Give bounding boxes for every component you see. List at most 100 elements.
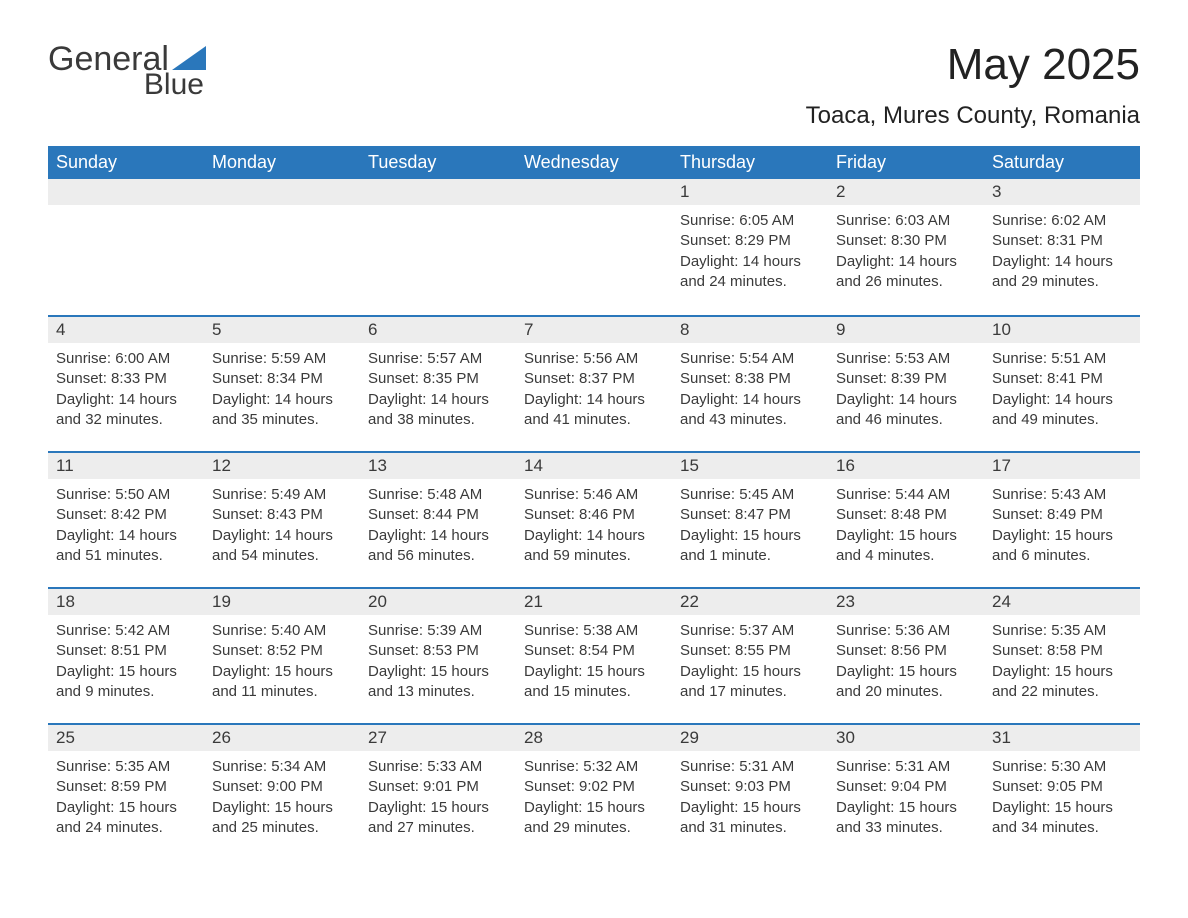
sunrise-line: Sunrise: 5:38 AM — [524, 621, 664, 641]
sunrise-line: Sunrise: 5:46 AM — [524, 485, 664, 505]
daylight-line: Daylight: 14 hours and 29 minutes. — [992, 252, 1132, 293]
day-content: Sunrise: 5:45 AMSunset: 8:47 PMDaylight:… — [672, 479, 828, 574]
daylight-line: Daylight: 14 hours and 24 minutes. — [680, 252, 820, 293]
calendar-cell: 7Sunrise: 5:56 AMSunset: 8:37 PMDaylight… — [516, 315, 672, 451]
sunrise-line: Sunrise: 5:35 AM — [992, 621, 1132, 641]
empty-daynum — [48, 179, 204, 205]
calendar-cell: 26Sunrise: 5:34 AMSunset: 9:00 PMDayligh… — [204, 723, 360, 859]
daylight-line: Daylight: 15 hours and 31 minutes. — [680, 798, 820, 839]
calendar-cell: 2Sunrise: 6:03 AMSunset: 8:30 PMDaylight… — [828, 179, 984, 315]
sunrise-line: Sunrise: 5:45 AM — [680, 485, 820, 505]
sunset-line: Sunset: 9:00 PM — [212, 777, 352, 797]
sunrise-line: Sunrise: 5:31 AM — [836, 757, 976, 777]
day-number: 6 — [360, 315, 516, 343]
day-content: Sunrise: 5:36 AMSunset: 8:56 PMDaylight:… — [828, 615, 984, 710]
daylight-line: Daylight: 14 hours and 41 minutes. — [524, 390, 664, 431]
sunset-line: Sunset: 8:31 PM — [992, 231, 1132, 251]
calendar-cell: 23Sunrise: 5:36 AMSunset: 8:56 PMDayligh… — [828, 587, 984, 723]
sunrise-line: Sunrise: 5:36 AM — [836, 621, 976, 641]
sunrise-line: Sunrise: 5:30 AM — [992, 757, 1132, 777]
sunset-line: Sunset: 8:59 PM — [56, 777, 196, 797]
sunrise-line: Sunrise: 5:44 AM — [836, 485, 976, 505]
day-number: 31 — [984, 723, 1140, 751]
calendar-cell: 8Sunrise: 5:54 AMSunset: 8:38 PMDaylight… — [672, 315, 828, 451]
day-content: Sunrise: 5:31 AMSunset: 9:03 PMDaylight:… — [672, 751, 828, 846]
sunrise-line: Sunrise: 5:31 AM — [680, 757, 820, 777]
daylight-line: Daylight: 15 hours and 27 minutes. — [368, 798, 508, 839]
day-number: 10 — [984, 315, 1140, 343]
sunset-line: Sunset: 9:03 PM — [680, 777, 820, 797]
day-content: Sunrise: 5:50 AMSunset: 8:42 PMDaylight:… — [48, 479, 204, 574]
sunset-line: Sunset: 8:52 PM — [212, 641, 352, 661]
empty-daynum — [204, 179, 360, 205]
day-number: 27 — [360, 723, 516, 751]
sunrise-line: Sunrise: 5:43 AM — [992, 485, 1132, 505]
sunrise-line: Sunrise: 5:49 AM — [212, 485, 352, 505]
day-number: 20 — [360, 587, 516, 615]
calendar-cell: 21Sunrise: 5:38 AMSunset: 8:54 PMDayligh… — [516, 587, 672, 723]
sunset-line: Sunset: 8:38 PM — [680, 369, 820, 389]
sunrise-line: Sunrise: 6:05 AM — [680, 211, 820, 231]
sunrise-line: Sunrise: 5:54 AM — [680, 349, 820, 369]
calendar-cell: 6Sunrise: 5:57 AMSunset: 8:35 PMDaylight… — [360, 315, 516, 451]
day-number: 19 — [204, 587, 360, 615]
calendar-cell: 1Sunrise: 6:05 AMSunset: 8:29 PMDaylight… — [672, 179, 828, 315]
logo-word2: Blue — [144, 68, 204, 101]
day-content: Sunrise: 5:34 AMSunset: 9:00 PMDaylight:… — [204, 751, 360, 846]
daylight-line: Daylight: 14 hours and 32 minutes. — [56, 390, 196, 431]
day-content: Sunrise: 6:05 AMSunset: 8:29 PMDaylight:… — [672, 205, 828, 300]
daylight-line: Daylight: 14 hours and 35 minutes. — [212, 390, 352, 431]
day-number: 2 — [828, 179, 984, 205]
month-title: May 2025 — [806, 40, 1140, 90]
calendar-row: 1Sunrise: 6:05 AMSunset: 8:29 PMDaylight… — [48, 179, 1140, 315]
day-number: 16 — [828, 451, 984, 479]
calendar-cell: 4Sunrise: 6:00 AMSunset: 8:33 PMDaylight… — [48, 315, 204, 451]
calendar-cell: 28Sunrise: 5:32 AMSunset: 9:02 PMDayligh… — [516, 723, 672, 859]
day-number: 17 — [984, 451, 1140, 479]
calendar-cell: 24 Sunrise: 5:35 AMSunset: 8:58 PMDayligh… — [984, 587, 1140, 723]
calendar-cell — [516, 179, 672, 315]
day-content: Sunrise: 5:42 AMSunset: 8:51 PMDaylight:… — [48, 615, 204, 710]
daylight-line: Daylight: 15 hours and 11 minutes. — [212, 662, 352, 703]
daylight-line: Daylight: 14 hours and 46 minutes. — [836, 390, 976, 431]
daylight-line: Daylight: 14 hours and 38 minutes. — [368, 390, 508, 431]
daylight-line: Daylight: 15 hours and 33 minutes. — [836, 798, 976, 839]
day-content: Sunrise: 5:33 AMSunset: 9:01 PMDaylight:… — [360, 751, 516, 846]
day-number: 24 — [984, 587, 1140, 615]
sunset-line: Sunset: 8:56 PM — [836, 641, 976, 661]
day-number: 30 — [828, 723, 984, 751]
day-number: 15 — [672, 451, 828, 479]
day-number: 29 — [672, 723, 828, 751]
sunset-line: Sunset: 9:05 PM — [992, 777, 1132, 797]
calendar-cell: 3Sunrise: 6:02 AMSunset: 8:31 PMDaylight… — [984, 179, 1140, 315]
sunset-line: Sunset: 9:04 PM — [836, 777, 976, 797]
day-content: Sunrise: 5:30 AMSunset: 9:05 PMDaylight:… — [984, 751, 1140, 846]
sunset-line: Sunset: 8:46 PM — [524, 505, 664, 525]
calendar-cell: 16Sunrise: 5:44 AMSunset: 8:48 PMDayligh… — [828, 451, 984, 587]
sunrise-line: Sunrise: 5:34 AM — [212, 757, 352, 777]
logo: General Blue — [48, 40, 206, 100]
sunrise-line: Sunrise: 5:39 AM — [368, 621, 508, 641]
calendar-cell: 29Sunrise: 5:31 AMSunset: 9:03 PMDayligh… — [672, 723, 828, 859]
sunrise-line: Sunrise: 5:40 AM — [212, 621, 352, 641]
sunrise-line: Sunrise: 5:57 AM — [368, 349, 508, 369]
calendar-cell — [360, 179, 516, 315]
sunset-line: Sunset: 8:42 PM — [56, 505, 196, 525]
sunset-line: Sunset: 8:58 PM — [992, 641, 1132, 661]
daylight-line: Daylight: 15 hours and 22 minutes. — [992, 662, 1132, 703]
day-content: Sunrise: 5:59 AMSunset: 8:34 PMDaylight:… — [204, 343, 360, 438]
daylight-line: Daylight: 14 hours and 26 minutes. — [836, 252, 976, 293]
daylight-line: Daylight: 14 hours and 43 minutes. — [680, 390, 820, 431]
daylight-line: Daylight: 15 hours and 9 minutes. — [56, 662, 196, 703]
sunset-line: Sunset: 8:30 PM — [836, 231, 976, 251]
sunrise-line: Sunrise: 5:33 AM — [368, 757, 508, 777]
calendar-cell: 30 Sunrise: 5:31 AMSunset: 9:04 PMDayligh… — [828, 723, 984, 859]
sunrise-line: Sunrise: 5:51 AM — [992, 349, 1132, 369]
daylight-line: Daylight: 14 hours and 51 minutes. — [56, 526, 196, 567]
daylight-line: Daylight: 15 hours and 25 minutes. — [212, 798, 352, 839]
day-number: 26 — [204, 723, 360, 751]
sunset-line: Sunset: 8:34 PM — [212, 369, 352, 389]
day-content: Sunrise: 6:02 AMSunset: 8:31 PMDaylight:… — [984, 205, 1140, 300]
day-content: Sunrise: 5:40 AMSunset: 8:52 PMDaylight:… — [204, 615, 360, 710]
calendar-cell — [48, 179, 204, 315]
